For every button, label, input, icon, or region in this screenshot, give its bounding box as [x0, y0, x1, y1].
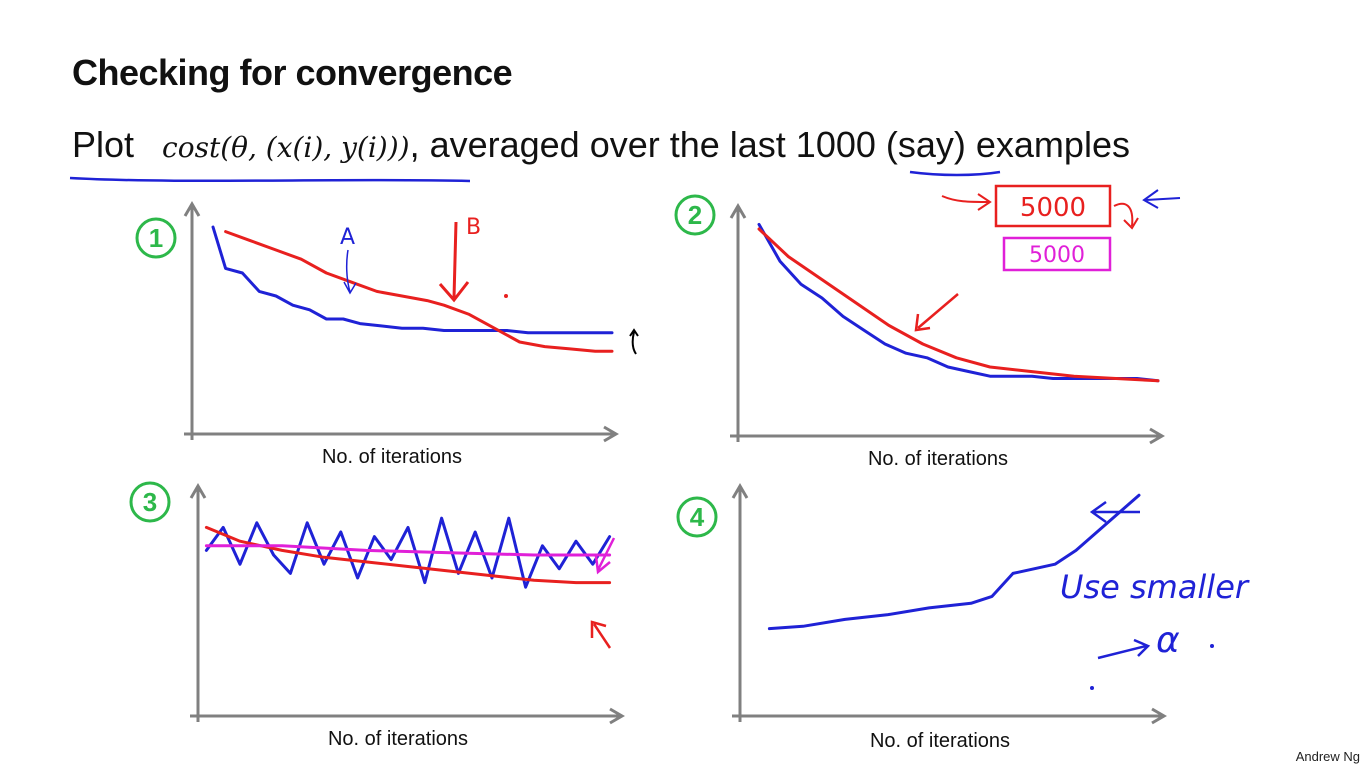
arrow-b — [438, 221, 470, 303]
red-arrow-left-box — [941, 193, 992, 211]
red-arrow-panel2 — [914, 293, 959, 332]
box-red-text: 5000 — [1020, 193, 1086, 223]
chart1-series-blue-line — [211, 225, 614, 335]
chart2-x-label: No. of iterations — [868, 448, 1008, 470]
chart1-number-circle — [135, 217, 177, 259]
chart3-series-magenta-line — [204, 544, 612, 557]
chart4-x-arrow — [1151, 707, 1167, 725]
subtitle-rest: , averaged over the last 1000 (say) exam… — [409, 124, 1130, 165]
chart1-series-red-line — [224, 230, 614, 353]
label-b: B — [466, 215, 481, 240]
slide-title: Checking for convergence — [72, 52, 513, 93]
black-arrow-mark — [629, 328, 639, 355]
red-dot — [504, 294, 508, 298]
label-a: A — [340, 225, 355, 250]
chart3-number: 3 — [143, 487, 157, 517]
red-hook-right-box — [1113, 202, 1139, 230]
note-use-smaller: Use smaller — [1060, 568, 1250, 606]
chart1-number: 1 — [149, 223, 163, 253]
blue-arrow-alpha — [1097, 638, 1151, 660]
chart3-y-arrow — [189, 483, 207, 499]
subtitle-prefix: Plot — [72, 124, 135, 165]
chart2-series-red-line — [757, 227, 1160, 383]
magenta-arrow-panel3 — [594, 537, 616, 575]
blue-arrow-panel4 — [1089, 500, 1140, 524]
box-magenta — [1002, 236, 1112, 272]
chart1-x-arrow — [603, 425, 619, 443]
chart2-number-circle — [674, 194, 716, 236]
chart3-x-arrow — [609, 707, 625, 725]
slide-subtitle: Plot cost(θ, (x(i), y(i))), averaged over… — [72, 124, 1130, 174]
arrow-a — [343, 249, 357, 295]
number-underline — [909, 170, 1001, 177]
chart1-y-arrow — [183, 201, 201, 217]
chart1-x-label: No. of iterations — [322, 446, 462, 468]
box-red — [994, 184, 1112, 228]
chart2-y-arrow — [729, 203, 747, 219]
box-magenta-text: 5000 — [1029, 243, 1085, 268]
chart4-number-circle — [676, 496, 718, 538]
chart2-number: 2 — [688, 200, 702, 230]
chart2-x-arrow — [1149, 427, 1165, 445]
chart3-series-red-line — [204, 525, 612, 585]
subtitle-formula: cost(θ, (x(i), y(i))) — [162, 131, 410, 164]
red-arrow-panel3 — [590, 620, 612, 649]
blue-dot-2 — [1090, 686, 1094, 690]
blue-arrow-box — [1142, 189, 1181, 209]
chart3-number-circle — [129, 481, 171, 523]
chart4-y-arrow — [731, 483, 749, 499]
note-alpha: α — [1156, 620, 1180, 661]
chart3-x-label: No. of iterations — [328, 728, 468, 750]
formula-underline — [69, 176, 471, 183]
chart4-series-blue-line — [767, 493, 1141, 631]
footer-author: Andrew Ng — [1295, 749, 1360, 764]
chart4-number: 4 — [690, 502, 705, 532]
chart3-series-blue-line — [204, 516, 612, 589]
blue-dot-1 — [1210, 644, 1214, 648]
chart4-x-label: No. of iterations — [870, 730, 1010, 752]
